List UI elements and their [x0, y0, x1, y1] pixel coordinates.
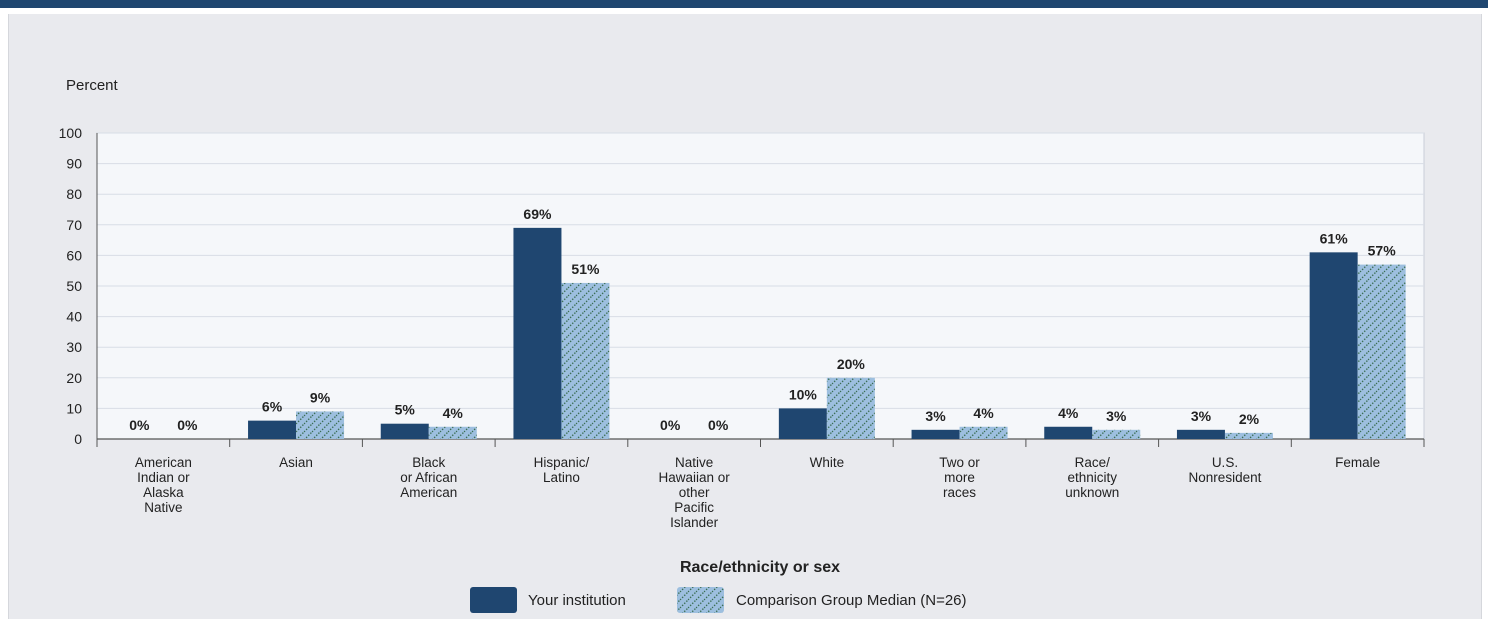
data-label-comparison-median: 4% — [973, 405, 994, 421]
y-tick-label: 70 — [66, 217, 82, 233]
data-label-your-institution: 10% — [789, 386, 818, 402]
bar-comparison-median — [826, 377, 875, 439]
data-label-comparison-median: 57% — [1368, 243, 1397, 259]
bar-your-institution — [380, 423, 429, 439]
data-label-your-institution: 69% — [523, 206, 552, 222]
y-tick-label: 50 — [66, 278, 82, 294]
bar-comparison-median — [561, 282, 610, 439]
legend-swatch-institution — [470, 587, 517, 613]
data-label-comparison-median: 3% — [1106, 408, 1127, 424]
data-label-your-institution: 6% — [262, 399, 283, 415]
data-label-comparison-median: 0% — [708, 417, 729, 433]
legend-label-comparison: Comparison Group Median (N=26) — [736, 592, 967, 609]
data-label-comparison-median: 0% — [177, 417, 198, 433]
y-tick-label: 0 — [74, 431, 82, 447]
data-label-comparison-median: 2% — [1239, 411, 1260, 427]
data-label-your-institution: 0% — [129, 417, 150, 433]
data-label-comparison-median: 4% — [443, 405, 464, 421]
bar-your-institution — [248, 420, 297, 439]
data-label-comparison-median: 51% — [571, 261, 600, 277]
data-label-your-institution: 61% — [1320, 230, 1349, 246]
x-category-label: Race/ethnicity unknown — [1065, 455, 1119, 500]
data-label-your-institution: 4% — [1058, 405, 1079, 421]
bar-your-institution — [513, 227, 562, 439]
bar-comparison-median — [296, 411, 345, 439]
x-category-label: Hispanic/Latino — [534, 455, 590, 485]
x-axis-title: Race/ethnicity or sex — [680, 559, 840, 576]
bar-your-institution — [778, 408, 827, 439]
legend-swatch-comparison — [677, 587, 724, 613]
data-label-comparison-median: 20% — [837, 356, 866, 372]
legend-label-institution: Your institution — [528, 592, 626, 609]
bar-your-institution — [1176, 429, 1225, 439]
bar-your-institution — [1309, 252, 1358, 439]
data-label-your-institution: 3% — [925, 408, 946, 424]
y-tick-label: 80 — [66, 186, 82, 202]
data-label-your-institution: 0% — [660, 417, 681, 433]
bar-comparison-median — [428, 426, 477, 439]
data-label-your-institution: 3% — [1191, 408, 1212, 424]
y-tick-label: 20 — [66, 370, 82, 386]
y-tick-label: 60 — [66, 247, 82, 263]
y-tick-label: 10 — [66, 400, 82, 416]
x-category-label: Female — [1335, 455, 1380, 470]
bar-comparison-median — [1357, 264, 1406, 439]
top-rule — [0, 0, 1488, 8]
bar-comparison-median — [1092, 429, 1141, 439]
x-category-label: Asian — [279, 455, 313, 470]
y-tick-label: 30 — [66, 339, 82, 355]
bar-comparison-median — [1224, 432, 1273, 439]
y-tick-label: 100 — [59, 125, 83, 141]
legend: Your institution Comparison Group Median… — [470, 587, 967, 613]
y-axis-title: Percent — [66, 77, 119, 94]
y-tick-label: 40 — [66, 309, 82, 325]
x-category-label: Black or African American — [400, 455, 457, 500]
data-label-comparison-median: 9% — [310, 389, 331, 405]
bar-comparison-median — [959, 426, 1008, 439]
bar-your-institution — [911, 429, 960, 439]
bar-your-institution — [1044, 426, 1093, 439]
x-category-label: Native Hawaiian or other Pacific Islander — [659, 455, 731, 530]
x-category-label: U.S. Nonresident — [1189, 455, 1262, 485]
x-category-label: White — [810, 455, 845, 470]
x-category-label: Two or more races — [939, 455, 980, 500]
data-label-your-institution: 5% — [395, 402, 416, 418]
y-tick-label: 90 — [66, 156, 82, 172]
x-category-label: American Indian or Alaska Native — [135, 455, 192, 515]
